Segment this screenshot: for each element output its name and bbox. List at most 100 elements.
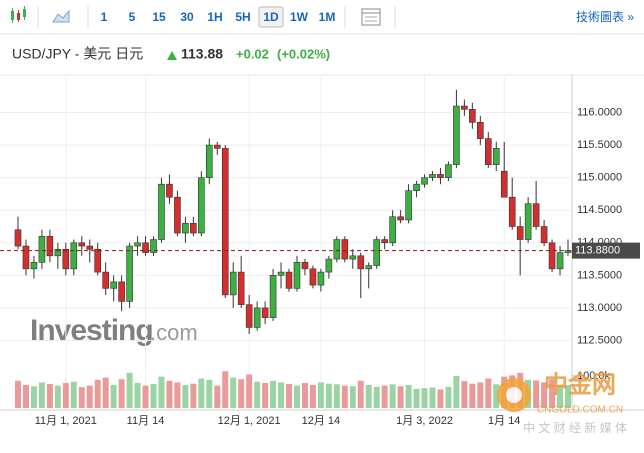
candle-body: [110, 281, 117, 289]
candle-body: [445, 164, 452, 178]
volume-bar: [222, 371, 229, 408]
candle-body: [14, 229, 22, 247]
candle-icon[interactable]: [11, 6, 26, 23]
interval-button[interactable]: 1H: [207, 10, 222, 24]
interval-button[interactable]: 5H: [235, 10, 250, 24]
candle-body: [221, 148, 229, 296]
y-tick-label: 115.0000: [577, 172, 622, 184]
volume-bar: [182, 384, 189, 408]
interval-button[interactable]: 15: [152, 10, 166, 24]
volume-bar: [453, 376, 460, 408]
volume-bar: [254, 381, 261, 408]
candle-body: [253, 307, 261, 328]
up-arrow: [167, 51, 177, 60]
candle-body: [301, 262, 309, 270]
volume-bar: [270, 380, 277, 408]
interval-button[interactable]: 5: [129, 10, 136, 24]
volume-bar: [62, 383, 69, 408]
candle-body: [166, 183, 173, 198]
area-icon[interactable]: [52, 9, 70, 23]
volume-bar: [293, 385, 300, 408]
interval-button[interactable]: 1: [101, 10, 108, 24]
interval-button[interactable]: 30: [180, 10, 194, 24]
interval-button[interactable]: 1D: [263, 10, 279, 24]
volume-bar: [469, 383, 476, 408]
volume-bar: [230, 377, 237, 408]
candle-body: [182, 222, 189, 234]
volume-bar: [533, 380, 540, 408]
candle-body: [86, 245, 94, 250]
volume-bar: [150, 384, 157, 408]
volume-bar: [38, 382, 45, 408]
volume-bar: [134, 383, 141, 408]
volume-bar: [397, 386, 404, 408]
volume-bar: [110, 384, 117, 408]
candle-body: [150, 239, 157, 253]
candle-body: [206, 144, 213, 178]
volume-bar: [333, 384, 340, 408]
candle-body: [365, 265, 373, 270]
volume-bar: [278, 382, 285, 408]
volume-bar: [317, 382, 324, 408]
candle-body: [317, 271, 325, 286]
candle-body: [142, 242, 149, 253]
volume-bar: [549, 379, 556, 408]
candle-body: [38, 235, 46, 263]
volume-bar: [214, 385, 221, 408]
technical-link[interactable]: 技術圖表 »: [576, 10, 634, 24]
candle-body: [94, 249, 102, 273]
cngold-logo: 中金网 CNGOLD.COM.CN 中 文 财 经 新 媒 体: [497, 370, 627, 435]
table-icon[interactable]: [361, 8, 381, 26]
y-tick-label: 114.5000: [577, 204, 622, 216]
candle-body: [524, 203, 532, 240]
selected-box[interactable]: [258, 6, 284, 28]
interval-button[interactable]: 1W: [290, 10, 309, 24]
watermark-suffix: .com: [150, 320, 198, 345]
candle-body: [62, 249, 70, 270]
volume-bar: [198, 378, 205, 408]
candle-body: [397, 216, 404, 221]
volume-bar: [94, 379, 101, 408]
volume-bar: [286, 384, 293, 408]
logo-name: 中金网: [544, 370, 616, 398]
candle-body: [556, 252, 564, 270]
candle-body: [325, 258, 333, 273]
candle-body: [237, 271, 245, 305]
volume-bar: [142, 385, 149, 408]
volume-bar: [325, 383, 332, 408]
x-tick-label: 1月 3, 2022: [396, 415, 453, 427]
volume-bar: [541, 382, 548, 408]
last-price-box: [572, 242, 640, 259]
candle-body: [245, 304, 253, 328]
x-tick-label: 11月 1, 2021: [35, 415, 97, 427]
volume-bar: [206, 379, 213, 408]
candle-body: [461, 105, 468, 110]
candle-body: [54, 249, 62, 257]
candle-body: [70, 242, 78, 270]
candle-body: [261, 307, 269, 318]
candle-body: [78, 242, 86, 247]
symbol: USD/JPY - 美元 日元: [12, 46, 143, 62]
plot: 112.5000113.0000113.5000114.0000114.5000…: [0, 75, 640, 427]
y-tick-label: 115.5000: [577, 139, 622, 151]
candle-body: [341, 239, 349, 260]
candle-body: [413, 183, 420, 191]
volume-bar: [22, 384, 29, 408]
volume-bar: [262, 383, 269, 408]
logo-mark: [506, 387, 522, 403]
candle-body: [190, 222, 197, 234]
volume-bar: [461, 381, 468, 408]
candle-body: [516, 226, 524, 240]
candle-body: [269, 275, 277, 318]
candle-body: [453, 105, 460, 165]
y-tick-label: 113.0000: [577, 302, 622, 314]
candle-body: [46, 235, 54, 257]
x-tick-label: 1月 14: [488, 415, 520, 427]
logo-site: CNGOLD.COM.CN: [537, 405, 623, 416]
candle-body: [540, 226, 548, 244]
candle-body: [500, 170, 508, 198]
interval-button[interactable]: 1M: [319, 10, 336, 24]
candle-body: [309, 268, 317, 286]
x-tick-label: 11月 14: [127, 415, 165, 427]
